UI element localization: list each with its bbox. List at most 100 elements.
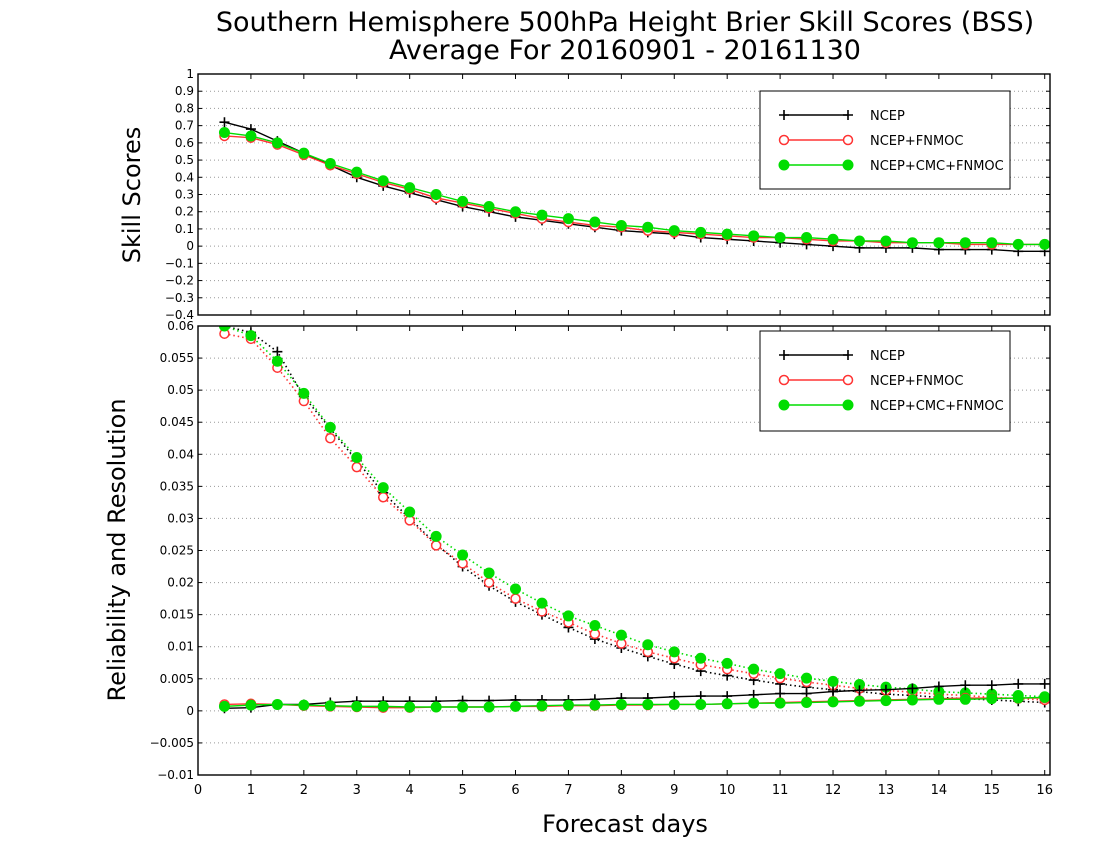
bottom-panel-ncep-fnmoc-resolution-point xyxy=(325,433,336,444)
top-panel-ncep-cmc-fnmoc-point xyxy=(271,137,283,149)
bottom-panel-ncep-cmc-fnmoc-reliability-point xyxy=(457,701,469,713)
top-panel-ncep-cmc-fnmoc-point xyxy=(721,228,733,240)
bottom-panel-ncep-cmc-fnmoc-reliability-point xyxy=(801,697,813,709)
bottom-panel-ncep-cmc-fnmoc-reliability-point xyxy=(298,699,310,711)
bottom-panel-ncep-cmc-fnmoc-reliability-point xyxy=(615,698,627,710)
bottom-panel-y-tick-label: 0.06 xyxy=(167,319,194,333)
top-panel-legend-marker-ncep-fnmoc xyxy=(778,134,790,146)
top-panel-ncep-cmc-fnmoc-point xyxy=(827,233,839,245)
bottom-panel-ncep-cmc-fnmoc-reliability-point xyxy=(562,699,574,711)
bottom-panel-ncep-cmc-fnmoc-reliability-point xyxy=(721,698,733,710)
bottom-panel-ncep-cmc-fnmoc-reliability-point xyxy=(536,700,548,712)
top-panel-ncep-cmc-fnmoc-point xyxy=(880,235,892,247)
bottom-panel-plot-frame xyxy=(197,325,1051,776)
bottom-panel-ncep-cmc-fnmoc-reliability-point xyxy=(906,694,918,706)
top-panel-ncep-cmc-fnmoc-point xyxy=(404,182,416,194)
bottom-panel-ncep-cmc-fnmoc-resolution-point xyxy=(589,620,601,632)
bottom-panel-y-tick-label: −0.005 xyxy=(150,736,194,750)
bottom-panel-ncep-cmc-fnmoc-resolution-point xyxy=(457,549,469,561)
bottom-panel-ncep-cmc-fnmoc-resolution-point xyxy=(324,421,336,433)
bottom-panel-x-tick-label: 7 xyxy=(564,783,572,798)
bottom-panel-ncep-cmc-fnmoc-reliability-point xyxy=(986,693,998,705)
top-panel-y-tick-label: −0.1 xyxy=(165,256,194,270)
bottom-panel-y-tick-label: 0.04 xyxy=(167,447,194,461)
top-panel-ncep-cmc-fnmoc-point xyxy=(748,230,760,242)
bottom-panel-ncep-reliability-point xyxy=(933,681,944,692)
bottom-panel-legend-label-ncep-fnmoc: NCEP+FNMOC xyxy=(870,374,963,389)
bottom-panel-x-tick-label: 0 xyxy=(194,783,202,798)
bottom-panel-x-tick-label: 2 xyxy=(300,783,308,798)
top-panel-ncep-cmc-fnmoc-point xyxy=(668,225,680,237)
bottom-panel-ncep-fnmoc-resolution-point xyxy=(483,577,495,588)
top-panel-legend-marker-ncep-cmc-fnmoc xyxy=(778,159,790,171)
bottom-panel-ncep-reliability-point xyxy=(986,680,997,691)
bottom-panel-y-tick-label: −0.01 xyxy=(157,768,194,782)
bottom-panel-x-tick-label: 8 xyxy=(617,783,625,798)
bottom-panel-ncep-cmc-fnmoc-reliability-point xyxy=(1012,692,1024,704)
bottom-panel-ncep-cmc-fnmoc-reliability-point xyxy=(510,700,522,712)
bottom-panel-legend-marker-ncep-cmc-fnmoc xyxy=(842,399,854,411)
top-panel-legend-marker-ncep xyxy=(779,110,789,120)
bottom-panel-ncep-cmc-fnmoc-reliability-point xyxy=(695,698,707,710)
bottom-panel-ncep-cmc-fnmoc-reliability-point xyxy=(959,693,971,705)
bottom-panel-y-tick-label: 0.005 xyxy=(160,672,194,686)
top-panel-y-tick-label: 0.5 xyxy=(175,153,194,167)
top-panel-y-tick-label: 0.2 xyxy=(175,205,194,219)
top-panel-legend: NCEP NCEP+FNMOC NCEP+CMC+FNMOC xyxy=(759,90,1011,190)
x-axis-label: Forecast days xyxy=(542,810,708,838)
bottom-panel-ncep-cmc-fnmoc-resolution-point xyxy=(404,506,416,518)
top-panel-ncep-cmc-fnmoc-point xyxy=(245,130,257,142)
bottom-panel-ncep-cmc-fnmoc-reliability-point xyxy=(483,701,495,713)
top-panel-y-tick-label: −0.3 xyxy=(165,291,194,305)
bottom-panel-series-ncep-cmc-fnmoc-resolution-line xyxy=(224,326,1045,698)
top-panel-ncep-cmc-fnmoc-point xyxy=(695,226,707,238)
bottom-panel: 0.060.0550.050.0450.040.0350.030.0250.02… xyxy=(150,319,1053,798)
bottom-panel-legend-marker-ncep xyxy=(779,350,789,360)
bottom-panel-ncep-reliability-point xyxy=(1039,678,1050,689)
top-panel-plot-frame xyxy=(197,73,1051,316)
bottom-panel-y-tick-label: 0.035 xyxy=(160,479,194,493)
bottom-panel-y-tick-label: 0.05 xyxy=(167,383,194,397)
bottom-panel-ncep-cmc-fnmoc-resolution-point xyxy=(218,326,230,332)
bottom-panel-ncep-cmc-fnmoc-reliability-point xyxy=(218,700,230,712)
top-panel-ncep-cmc-fnmoc-point xyxy=(324,158,336,170)
bottom-panel-ncep-fnmoc-resolution-point xyxy=(510,593,521,604)
top-panel-legend-marker-ncep xyxy=(843,110,853,120)
bottom-panel-ncep-cmc-fnmoc-resolution-point xyxy=(562,610,574,622)
bottom-panel-legend-marker-ncep-fnmoc xyxy=(842,374,854,386)
bottom-panel-y-axis-label: Reliability and Resolution xyxy=(103,398,131,701)
bottom-panel-ncep-cmc-fnmoc-resolution-point xyxy=(245,330,257,342)
top-panel-y-tick-label: −0.4 xyxy=(165,308,194,322)
bottom-panel-ncep-cmc-fnmoc-resolution-point xyxy=(827,675,839,687)
bottom-panel-ncep-cmc-fnmoc-resolution-point xyxy=(642,639,654,651)
bottom-panel-legend-marker-ncep-fnmoc xyxy=(778,374,790,386)
bottom-panel-x-tick-label: 5 xyxy=(458,783,466,798)
chart-subtitle: Average For 20160901 - 20161130 xyxy=(389,35,861,66)
bottom-panel-ncep-cmc-fnmoc-resolution-point xyxy=(774,668,786,680)
bottom-panel-x-tick-label: 15 xyxy=(984,783,1001,798)
top-panel: 1 0.9 0.8 0.7 0.6 0.5 0.4 0.3 0.2 0.1 0 −0.1 −0.2 −0.… xyxy=(165,67,1051,322)
bottom-panel-ncep-reliability-point xyxy=(854,685,865,696)
top-panel-ncep-cmc-fnmoc-point xyxy=(933,237,945,249)
bottom-panel-x-tick-label: 16 xyxy=(1036,783,1053,798)
bottom-panel-ncep-cmc-fnmoc-resolution-point xyxy=(351,451,363,463)
bottom-panel-ncep-cmc-fnmoc-resolution-point xyxy=(536,597,548,609)
top-panel-ncep-cmc-fnmoc-point xyxy=(351,166,363,178)
top-panel-ncep-cmc-fnmoc-point xyxy=(377,175,389,187)
top-panel-legend-label-ncep-fnmoc: NCEP+FNMOC xyxy=(870,134,963,149)
bottom-panel-legend-label-ncep-cmc-fnmoc: NCEP+CMC+FNMOC xyxy=(870,399,1004,414)
top-panel-y-tick-label: 1 xyxy=(186,67,194,81)
top-panel-y-axis-label: Skill Scores xyxy=(118,127,146,264)
top-panel-ncep-cmc-fnmoc-point xyxy=(589,216,601,228)
bottom-panel-x-tick-label: 3 xyxy=(353,783,361,798)
bottom-panel-ncep-cmc-fnmoc-resolution-point xyxy=(801,672,813,684)
bottom-panel-ncep-reliability-point xyxy=(907,683,918,694)
bottom-panel-y-tick-label: 0.01 xyxy=(167,640,194,654)
bottom-panel-legend-label-ncep: NCEP xyxy=(870,349,905,364)
bottom-panel-ncep-cmc-fnmoc-reliability-point xyxy=(880,695,892,707)
top-panel-ncep-cmc-fnmoc-point xyxy=(218,127,230,139)
top-panel-y-tick-label: 0.4 xyxy=(175,170,194,184)
bottom-panel-ncep-cmc-fnmoc-reliability-point xyxy=(351,700,363,712)
bottom-panel-ncep-cmc-fnmoc-reliability-point xyxy=(245,699,257,711)
